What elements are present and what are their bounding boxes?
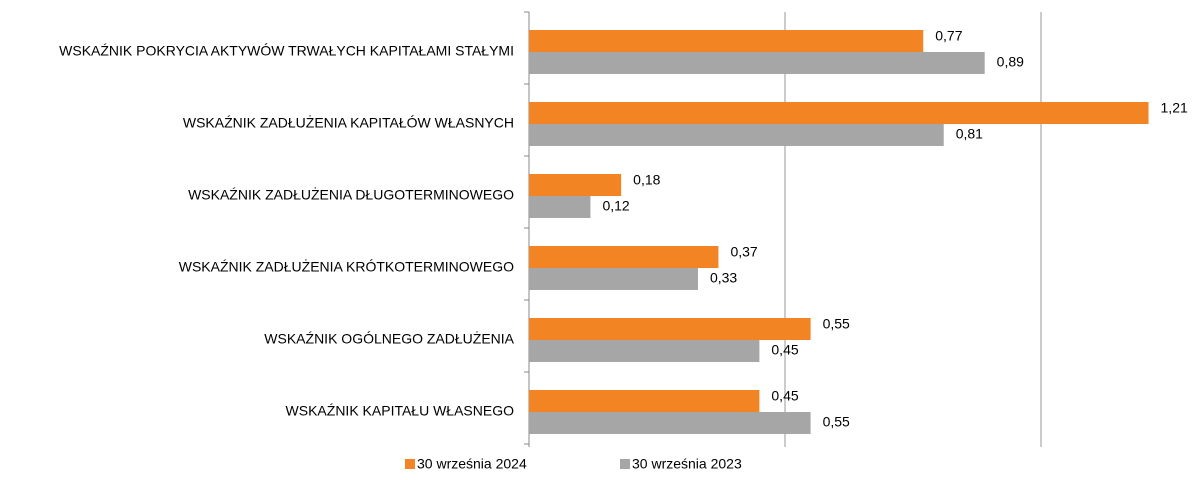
y-tick-label: WSKAŹNIK ZADŁUŻENIA KRÓTKOTERMINOWEGO xyxy=(179,258,514,275)
bar xyxy=(529,196,591,218)
value-label: 0,12 xyxy=(602,198,629,214)
value-label: 0,55 xyxy=(823,414,850,430)
bar xyxy=(529,246,719,268)
bar xyxy=(529,124,944,146)
y-tick-label: WSKAŹNIK ZADŁUŻENIA KAPITAŁÓW WŁASNYCH xyxy=(183,114,514,131)
y-tick-label: WSKAŹNIK ZADŁUŻENIA DŁUGOTERMINOWEGO xyxy=(188,186,514,203)
bar xyxy=(529,102,1149,124)
value-label: 0,81 xyxy=(956,126,983,142)
y-tick-label: WSKAŹNIK KAPITAŁU WŁASNEGO xyxy=(286,403,515,419)
value-label: 0,33 xyxy=(710,270,737,286)
bar xyxy=(529,30,924,52)
legend-swatch xyxy=(620,459,630,469)
bar xyxy=(529,412,811,434)
value-label: 0,45 xyxy=(771,342,798,358)
legend-label: 30 września 2023 xyxy=(632,456,742,472)
value-label: 0,77 xyxy=(935,28,962,44)
legend-swatch xyxy=(405,459,415,469)
value-label: 0,18 xyxy=(633,172,660,188)
y-tick-label: WSKAŹNIK POKRYCIA AKTYWÓW TRWAŁYCH KAPIT… xyxy=(59,43,514,59)
value-label: 0,89 xyxy=(997,54,1024,70)
value-label: 0,45 xyxy=(771,388,798,404)
bar xyxy=(529,340,760,362)
bar xyxy=(529,318,811,340)
bar xyxy=(529,390,760,412)
value-label: 0,37 xyxy=(730,244,757,260)
value-label: 0,55 xyxy=(823,316,850,332)
y-tick-label: WSKAŹNIK OGÓLNEGO ZADŁUŻENIA xyxy=(264,330,514,347)
bar xyxy=(529,268,698,290)
bar xyxy=(529,52,985,74)
legend-label: 30 września 2024 xyxy=(417,456,527,472)
bar xyxy=(529,174,622,196)
value-label: 1,21 xyxy=(1161,100,1188,116)
